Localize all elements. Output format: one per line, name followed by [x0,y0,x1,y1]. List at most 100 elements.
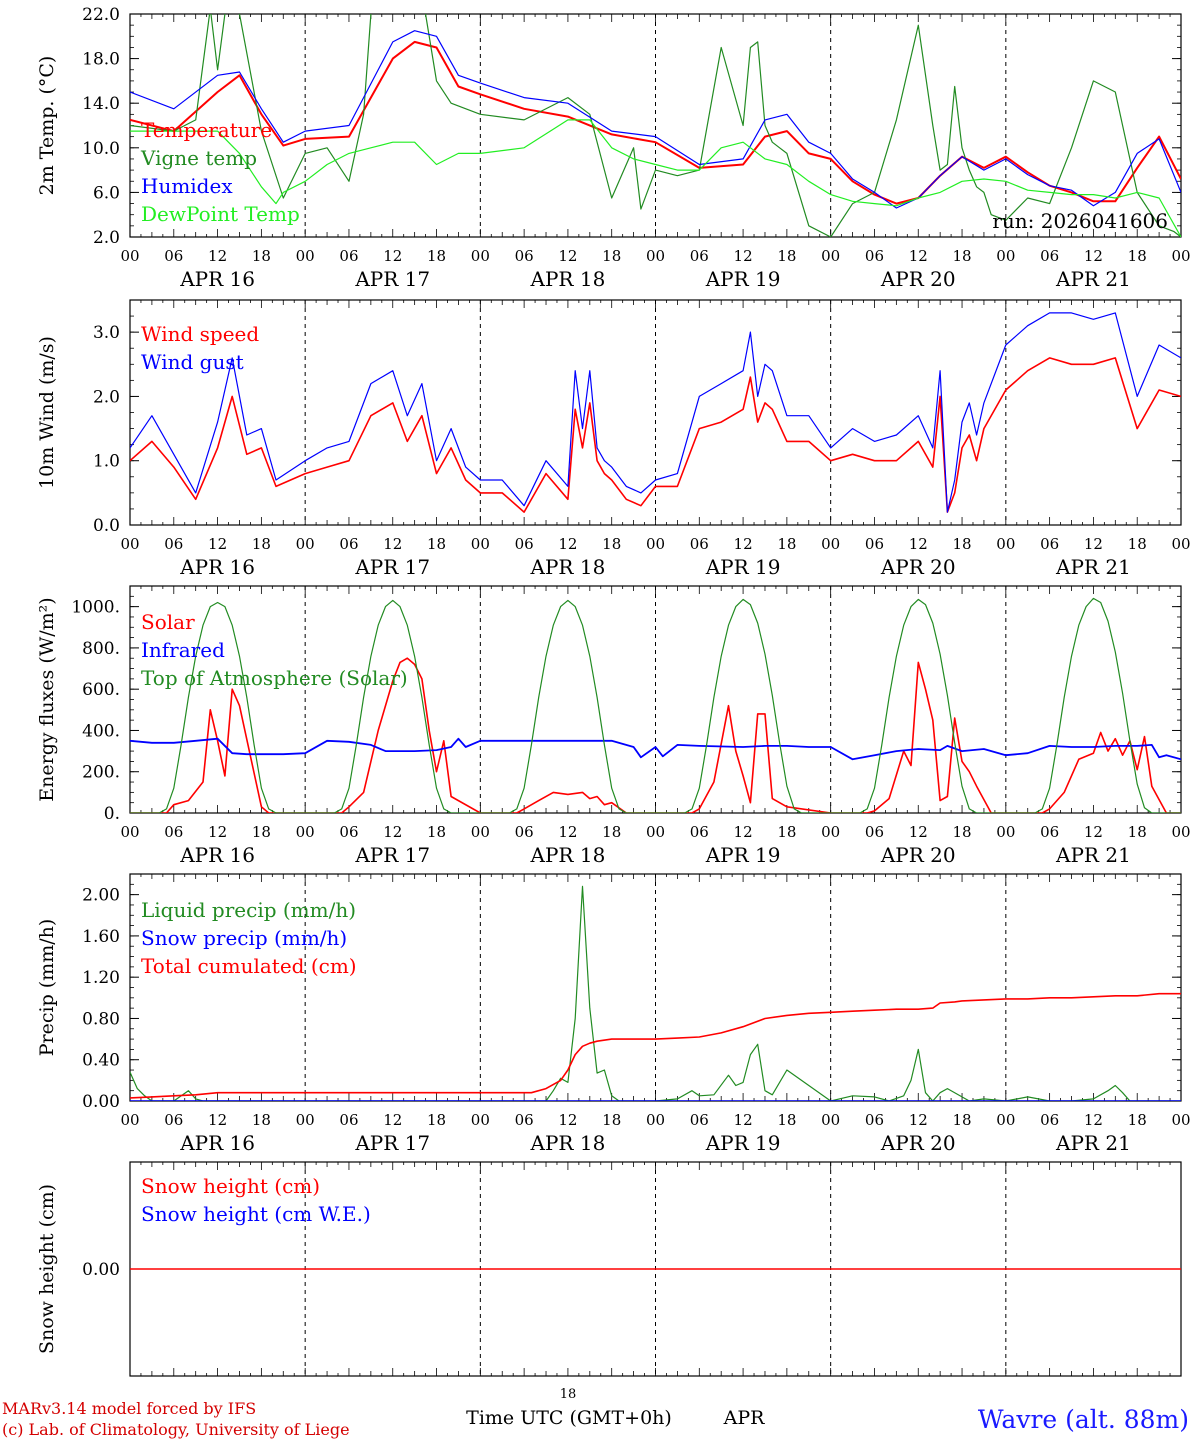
day-label: APR 17 [354,267,430,291]
y-tick-label: 3.0 [93,323,120,343]
legend-entry: Solar [141,610,195,634]
y-tick-label: 2.0 [93,228,120,248]
day-label: APR 18 [530,1131,606,1155]
x-tick-label: 00 [120,1111,139,1129]
x-tick-label: 12 [909,823,928,841]
series-line-vigne-temp [130,14,1181,237]
day-label: APR 21 [1055,555,1131,579]
day-label: APR 21 [1055,267,1131,291]
y-tick-label: 22.0 [82,5,120,25]
y-axis-title: Precip (mm/h) [36,919,58,1057]
x-tick-label: 00 [471,535,490,553]
panel-5: 0.00 Snow height (cm) Snow height (cm) Snow… [36,1161,1182,1377]
x-tick-label: 06 [515,535,534,553]
day-label: APR 16 [179,267,255,291]
x-tick-label: 06 [164,823,183,841]
legend-entry: Infrared [141,638,225,662]
x-tick-label: 06 [690,247,709,265]
x-tick-label: 00 [996,247,1015,265]
y-tick-label: 0. [104,804,120,824]
series-line-liquid-precip-mm-h [130,885,1181,1101]
day-label: APR 18 [530,267,606,291]
x-tick-label: 06 [690,1111,709,1129]
x-tick-label: 06 [690,535,709,553]
x-tick-label: 12 [1084,823,1103,841]
y-tick-label: 0.00 [82,1092,120,1112]
x-tick-label: 18 [427,1111,446,1129]
x-tick-label: 18 [252,1111,271,1129]
x-tick-label: 18 [602,1111,621,1129]
series-line-dewpoint-temp [130,119,1181,237]
x-tick-label: 06 [339,1111,358,1129]
x-tick-label: 06 [515,1111,534,1129]
x-tick-label: 00 [646,535,665,553]
x-tick-label: 06 [164,247,183,265]
x-tick-label: 18 [777,535,796,553]
day-label: APR 20 [880,843,956,867]
y-tick-label: 2.00 [82,886,120,906]
y-tick-label: 14.0 [82,94,120,114]
day-label: APR 18 [530,843,606,867]
y-tick-label: 10.0 [82,139,120,159]
y-tick-label: 0.80 [82,1009,120,1029]
x-tick-label: 06 [515,247,534,265]
x-tick-label: 18 [952,535,971,553]
x-tick-label: 06 [1040,535,1059,553]
x-tick-label: 12 [909,247,928,265]
y-tick-label: 1000. [71,598,120,618]
x-tick-label: 18 [1128,1111,1147,1129]
x-tick-label: 00 [471,247,490,265]
x-tick-label: 12 [909,1111,928,1129]
series-line-temperature [130,40,1181,205]
x-tick-label: 18 [252,823,271,841]
series-line-total-cumulated-cm [130,992,1181,1099]
day-label: APR 19 [705,843,781,867]
y-tick-label: 0.0 [93,516,120,536]
run-annotation: run: 2026041606 [992,209,1168,233]
footer-small-number: 18 [560,1387,577,1402]
x-tick-label: 00 [471,823,490,841]
x-axis-title: Time UTC (GMT+0h) [466,1407,672,1429]
x-tick-label: 18 [427,535,446,553]
x-tick-label: 18 [777,247,796,265]
x-tick-label: 00 [646,247,665,265]
y-tick-label: 6.0 [93,183,120,203]
y-tick-label: 1.60 [82,927,120,947]
x-tick-label: 12 [558,823,577,841]
series-line-humidex [130,30,1181,209]
x-tick-label: 12 [909,535,928,553]
y-tick-label: 600. [82,680,120,700]
station-title: Wavre (alt. 88m) [978,1405,1189,1434]
x-tick-label: 00 [120,535,139,553]
x-tick-label: 18 [1128,247,1147,265]
footer: MARv3.14 model forced by IFS (c) Lab. of … [2,1387,1189,1439]
x-tick-label: 18 [1128,535,1147,553]
day-label: APR 20 [880,555,956,579]
day-label: APR 17 [354,1131,430,1155]
x-tick-label: 12 [208,1111,227,1129]
x-tick-label: 18 [427,247,446,265]
x-tick-label: 00 [1171,1111,1190,1129]
legend-entry: Total cumulated (cm) [141,954,357,978]
y-axis-title: Energy fluxes (W/m²) [36,597,58,801]
legend-entry: DewPoint Temp [141,202,300,226]
y-tick-label: 400. [82,721,120,741]
y-tick-label: 1.20 [82,968,120,988]
x-tick-label: 12 [383,247,402,265]
x-tick-label: 00 [1171,247,1190,265]
footer-month: APR [723,1407,766,1429]
x-tick-label: 18 [252,535,271,553]
legend-entry: Snow precip (mm/h) [141,926,347,950]
panel-3: 0. 200. 400. 600. 800. 1000. Energy fluxes (W/… [36,585,1191,867]
day-label: APR 19 [705,555,781,579]
x-tick-label: 18 [602,247,621,265]
y-tick-label: 200. [82,763,120,783]
x-tick-label: 12 [734,247,753,265]
x-tick-label: 00 [821,247,840,265]
day-label: APR 18 [530,555,606,579]
y-tick-label: 0.00 [82,1260,120,1280]
x-tick-label: 06 [865,535,884,553]
day-label: APR 17 [354,555,430,579]
x-tick-label: 12 [558,247,577,265]
